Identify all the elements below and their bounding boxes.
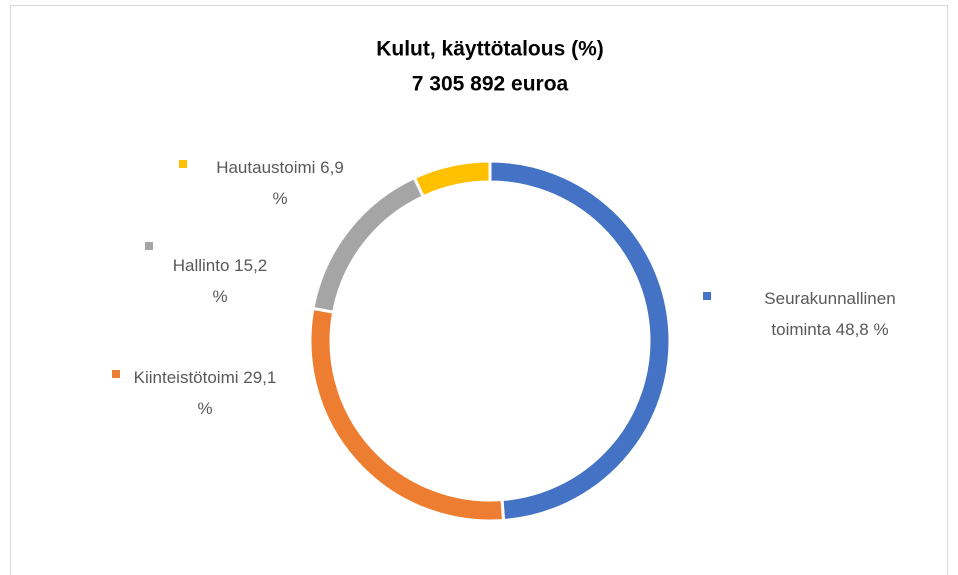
chart-title: Kulut, käyttötalous (%) [376,38,604,61]
data-label: Seurakunnallinen toiminta 48,8 % [740,283,920,345]
value-label: 6,9 % [272,158,344,208]
value-label: 29,1 % [197,368,277,418]
donut-segment [412,159,492,199]
legend-marker [179,160,187,168]
data-label-box: Hallinto 15,2 % [165,250,275,312]
category-label: Hautaustoimi [216,158,316,177]
category-label: Seurakunnallinen toiminta [764,289,896,339]
chart-subtitle: 7 305 892 euroa [412,73,569,96]
data-label: Hallinto 15,2 % [165,250,275,312]
category-label: Hallinto [172,256,230,275]
data-label-box: Seurakunnallinen toiminta 48,8 % [740,283,920,345]
data-label: Kiinteistötoimi 29,1 % [130,362,280,424]
legend-marker [703,292,711,300]
legend-marker [145,242,153,250]
chart-frame [10,5,948,575]
value-label: 48,8 % [835,320,889,339]
legend-marker [112,370,120,378]
data-label: Hautaustoimi 6,9 % [215,152,345,214]
value-label: 15,2 % [212,256,268,306]
category-label: Kiinteistötoimi [133,368,239,387]
data-label-box: Kiinteistötoimi 29,1 % [130,362,280,424]
data-label-box: Hautaustoimi 6,9 % [215,152,345,214]
